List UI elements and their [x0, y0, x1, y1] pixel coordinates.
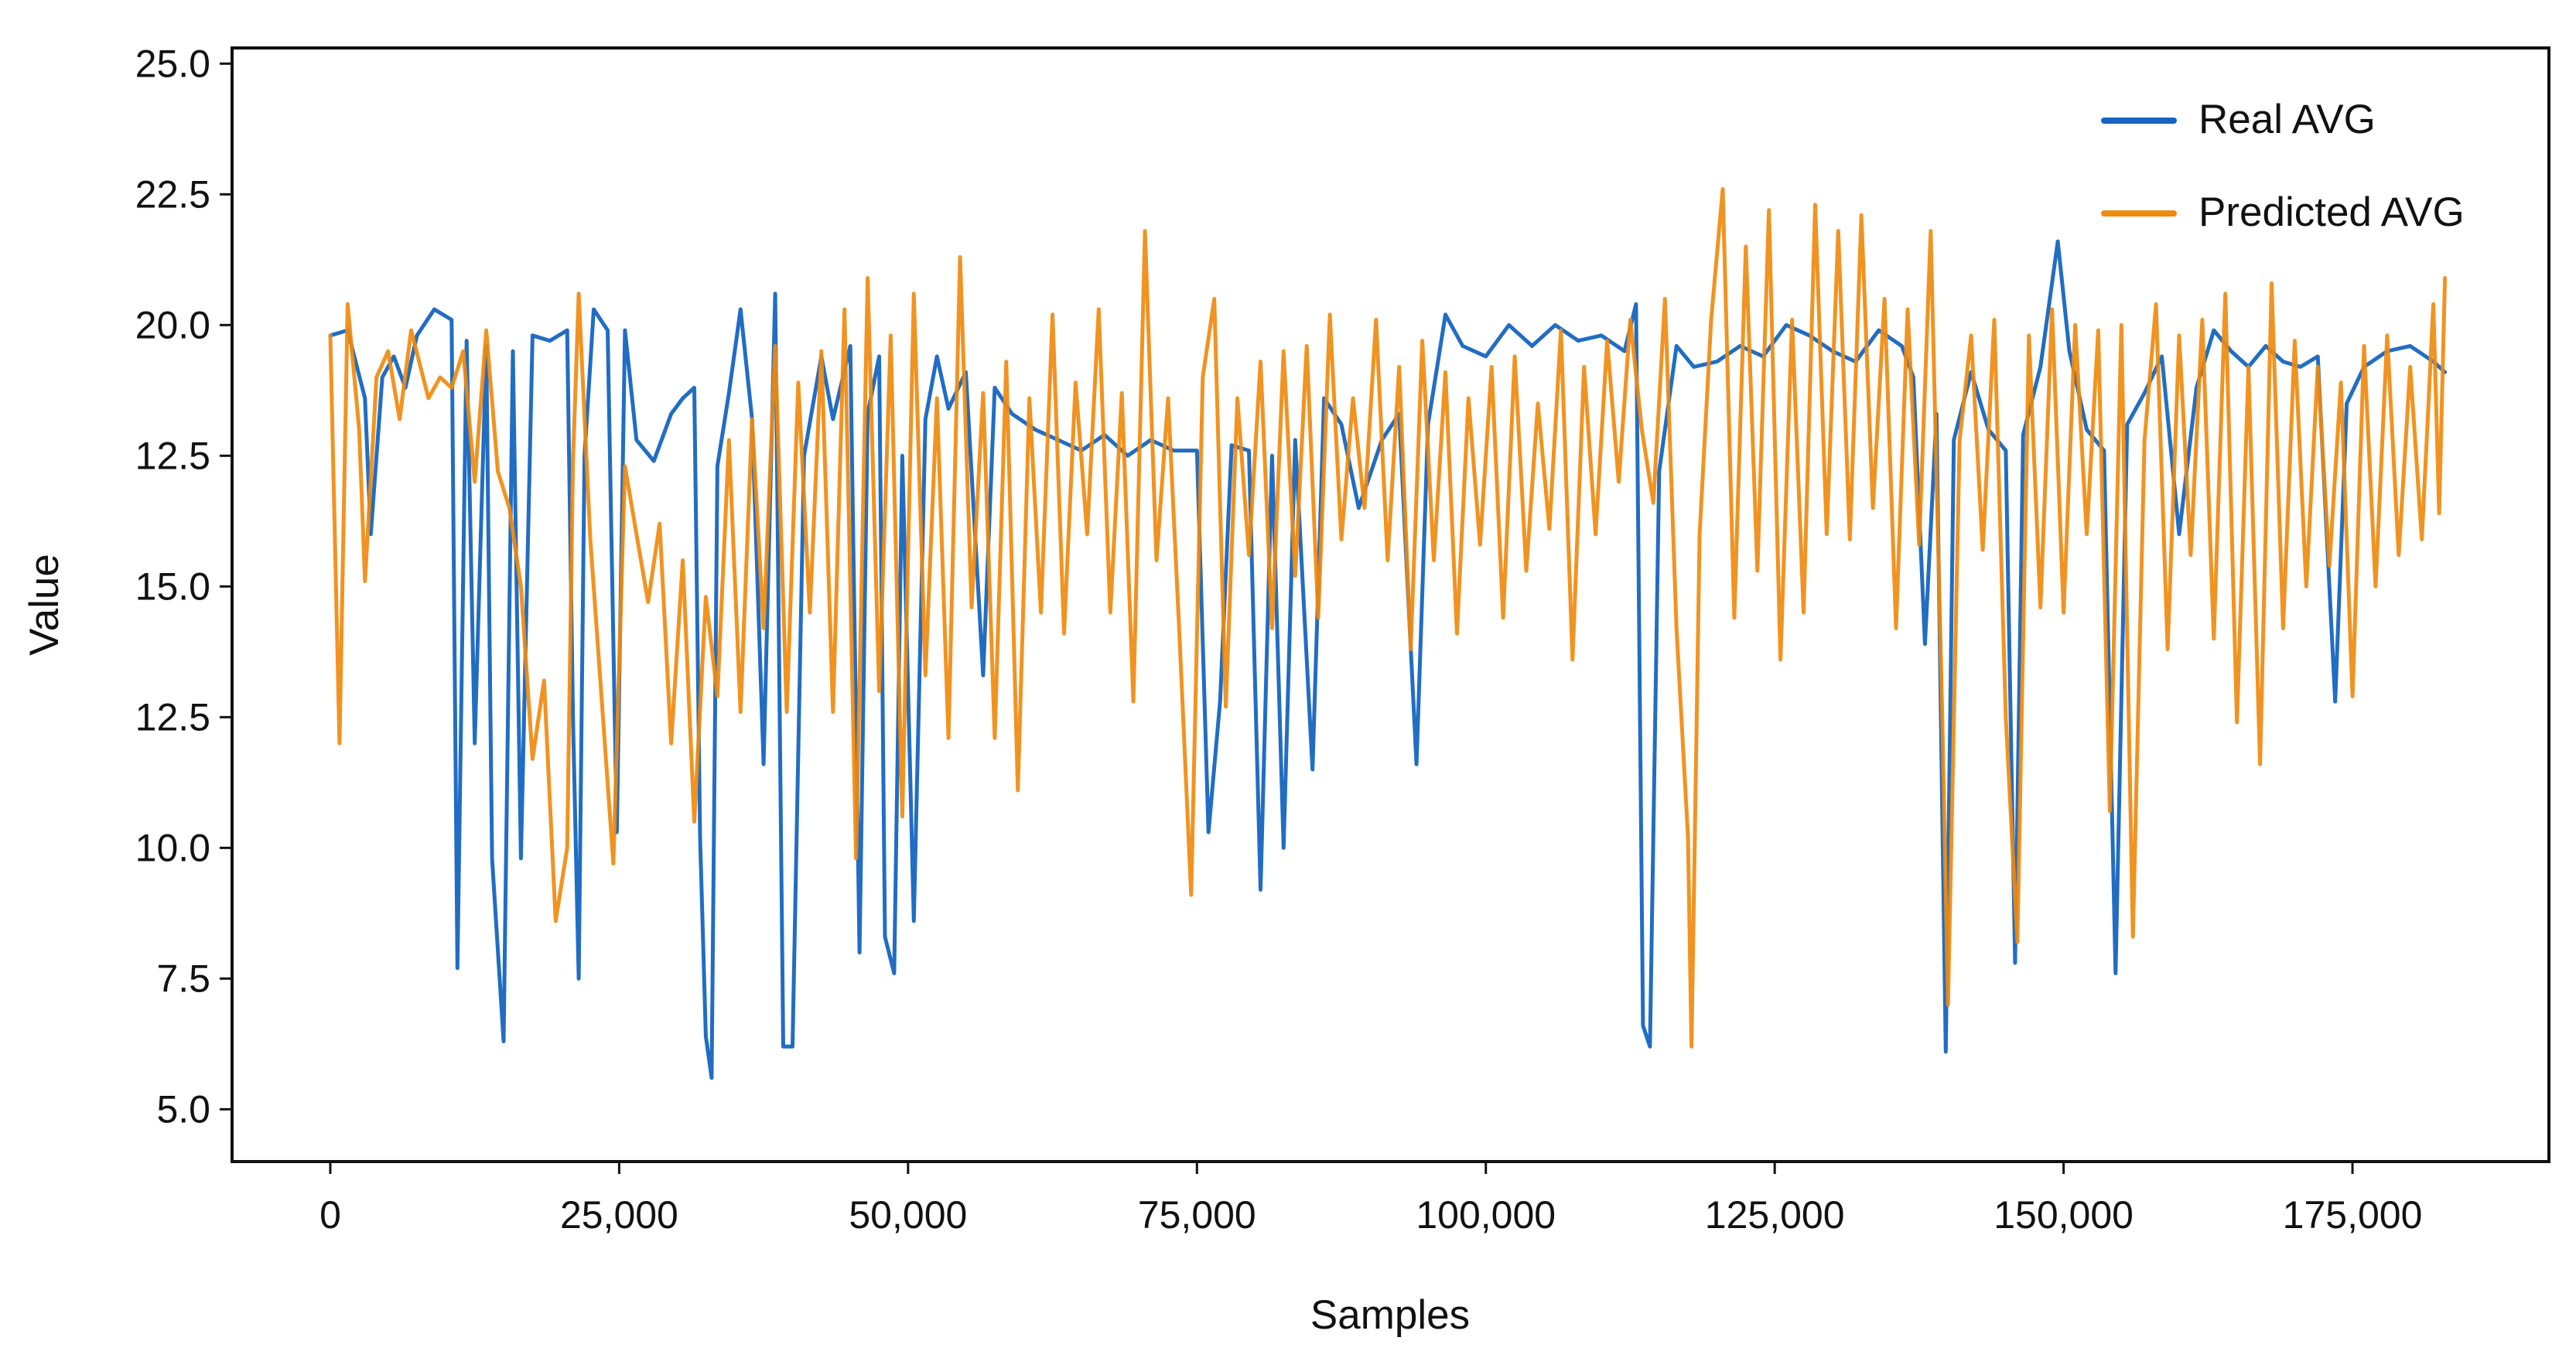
y-tick-label: 20.0: [135, 303, 210, 346]
y-tick-label: 12.5: [135, 434, 210, 477]
x-tick-label: 75,000: [1138, 1193, 1256, 1237]
x-tick-label: 50,000: [849, 1193, 967, 1237]
x-tick-label: 125,000: [1705, 1193, 1845, 1237]
y-tick-label: 10.0: [135, 826, 210, 869]
x-tick-label: 175,000: [2283, 1193, 2423, 1237]
y-axis: 5.0 7.5 10.0 12.5 15.0 12.5 20.0 22.5 25.0: [135, 42, 232, 1131]
x-tick-label: 25,000: [560, 1193, 678, 1237]
x-axis: 0 25,000 50,000 75,000 100,000 125,000 150,000…: [319, 1162, 2422, 1237]
legend-predicted-label: Predicted AVG: [2198, 189, 2465, 235]
y-tick-label: 5.0: [156, 1087, 210, 1131]
series-line-real-avg: [328, 239, 2448, 1080]
x-tick-label: 150,000: [1993, 1193, 2134, 1237]
series-line-predicted-avg: [328, 187, 2448, 1049]
y-tick-label: 12.5: [135, 695, 210, 739]
x-tick-label: 100,000: [1416, 1193, 1556, 1237]
series-layer: [328, 187, 2448, 1080]
y-tick-label: 22.5: [135, 172, 210, 216]
y-tick-label: 7.5: [156, 957, 210, 1000]
legend: Real AVG Predicted AVG: [2101, 97, 2465, 235]
y-tick-label: 15.0: [135, 565, 210, 608]
y-tick-label: 25.0: [135, 42, 210, 85]
plot-area: [231, 46, 2550, 1163]
legend-real-label: Real AVG: [2198, 97, 2376, 142]
y-axis-title: Value: [22, 554, 67, 656]
x-tick-label: 0: [319, 1193, 341, 1237]
x-axis-title: Samples: [1310, 1292, 1470, 1338]
